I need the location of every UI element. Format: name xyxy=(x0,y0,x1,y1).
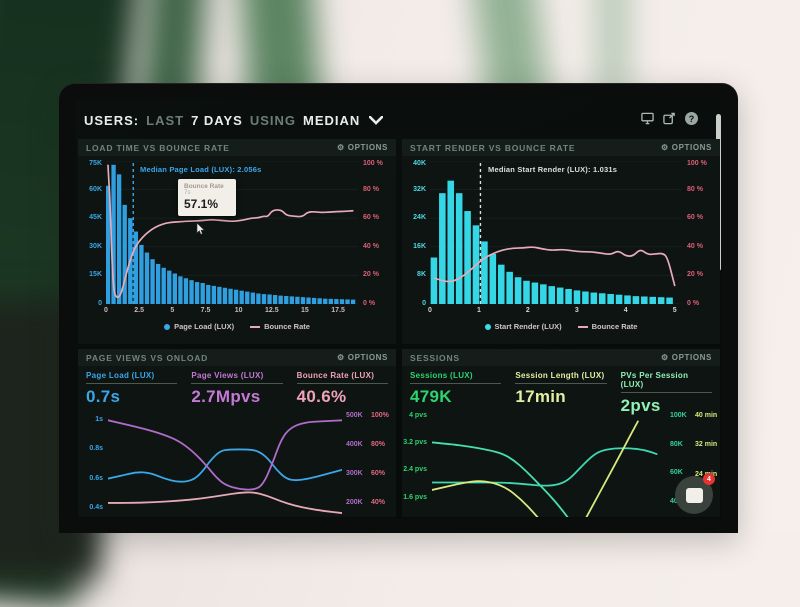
chart-legend: Start Render (LUX) Bounce Rate xyxy=(402,322,720,331)
chat-notification-badge: 4 xyxy=(703,473,715,485)
panel-sessions: SESSIONS ⚙ OPTIONS Sessions (LUX) 479K Se… xyxy=(402,349,720,517)
right-axis-labels: 100 % 80 % 60 % 40 % 20 % 0 % xyxy=(687,160,707,307)
legend-line-icon xyxy=(577,325,588,328)
monitor-icon[interactable] xyxy=(641,112,654,125)
header-using-label: USING xyxy=(249,112,297,128)
dashboard-filter-dropdown[interactable]: USERS: LAST 7 DAYS USING MEDIAN xyxy=(84,109,384,131)
median-page-load-label: Median Page Load (LUX): 2.056s xyxy=(140,165,262,174)
metric-value: 40.6% xyxy=(296,387,347,406)
gear-icon: ⚙ xyxy=(337,352,345,362)
metric-sessions: Sessions (LUX) 479K xyxy=(410,371,502,416)
right-axis-labels: 100 % 80 % 60 % 40 % 20 % 0 % xyxy=(363,160,383,307)
panel-title: PAGE VIEWS VS ONLOAD xyxy=(86,352,209,363)
metric-page-load: Page Load (LUX) 0.7s xyxy=(86,371,178,407)
panel-start-render-vs-bounce-rate: START RENDER VS BOUNCE RATE ⚙ OPTIONS 40K… xyxy=(402,139,720,344)
x-axis-labels: 0 2.5 5 7.5 10 12.5 15 17.5 xyxy=(104,307,345,314)
right-axis-labels-pct: 100% 80% 60% 40% xyxy=(371,411,389,506)
legend-page-load[interactable]: Page Load (LUX) xyxy=(164,322,234,331)
chat-bubble-icon xyxy=(685,487,703,503)
chat-widget-button[interactable]: 4 xyxy=(675,473,715,514)
header-last-label: LAST xyxy=(146,112,185,128)
metric-value: 17min xyxy=(515,387,566,406)
gear-icon: ⚙ xyxy=(337,142,345,152)
share-icon[interactable] xyxy=(663,112,676,125)
legend-dot-icon xyxy=(484,323,491,330)
dashboard-screen: USERS: LAST 7 DAYS USING MEDIAN ? LOAD T… xyxy=(76,99,722,518)
start-render-chart[interactable] xyxy=(430,161,682,304)
metric-bounce-rate: Bounce Rate (LUX) 40.6% xyxy=(296,371,388,407)
metric-session-length: Session Length (LUX) 17min xyxy=(515,371,607,416)
left-axis-labels: 40K 32K 24K 16K 8K 0 xyxy=(413,160,426,307)
median-start-render-label: Median Start Render (LUX): 1.031s xyxy=(488,165,618,174)
options-button[interactable]: ⚙ OPTIONS xyxy=(661,142,712,152)
metric-pvs-per-session: PVs Per Session (LUX) 2pvs xyxy=(620,371,712,416)
options-button[interactable]: ⚙ OPTIONS xyxy=(337,352,388,362)
panel-title: LOAD TIME VS BOUNCE RATE xyxy=(86,142,230,153)
metric-page-views: Page Views (LUX) 2.7Mpvs xyxy=(191,371,283,407)
legend-dot-icon xyxy=(164,323,171,330)
page-views-chart[interactable] xyxy=(108,411,342,517)
left-axis-labels: 75K 60K 45K 30K 15K 0 xyxy=(89,160,102,307)
panel-title: START RENDER VS BOUNCE RATE xyxy=(410,142,576,153)
sessions-chart[interactable] xyxy=(432,411,666,517)
options-button[interactable]: ⚙ OPTIONS xyxy=(337,142,388,152)
metric-value: 2.7Mpvs xyxy=(191,387,261,406)
right-axis-labels-k: 500K 400K 300K 200K xyxy=(346,411,363,507)
header-days-label: 7 DAYS xyxy=(191,112,243,128)
panel-page-views-vs-onload: PAGE VIEWS VS ONLOAD ⚙ OPTIONS Page Load … xyxy=(78,349,396,517)
chart-legend: Page Load (LUX) Bounce Rate xyxy=(78,322,396,331)
mouse-cursor-icon xyxy=(196,223,205,235)
gear-icon: ⚙ xyxy=(661,142,669,152)
laptop-bezel: USERS: LAST 7 DAYS USING MEDIAN ? LOAD T… xyxy=(59,83,738,533)
chevron-down-icon[interactable] xyxy=(369,115,384,125)
help-icon[interactable]: ? xyxy=(685,112,698,125)
metric-value: 479K xyxy=(410,387,452,406)
options-button[interactable]: ⚙ OPTIONS xyxy=(661,352,712,362)
metric-value: 0.7s xyxy=(86,387,121,406)
gear-icon: ⚙ xyxy=(661,352,669,362)
panel-load-time-vs-bounce-rate: LOAD TIME VS BOUNCE RATE ⚙ OPTIONS 75K 60K… xyxy=(78,139,396,344)
metric-value: 2pvs xyxy=(620,396,661,415)
bounce-rate-tooltip: Bounce Rate 7s 57.1% xyxy=(178,179,236,216)
left-axis-labels: 1s 0.8s 0.6s 0.4s xyxy=(89,416,103,511)
legend-bounce-rate[interactable]: Bounce Rate xyxy=(250,322,310,331)
left-axis-labels: 4 pvs 3.2 pvs 2.4 pvs 1.6 pvs xyxy=(403,411,427,501)
panel-title: SESSIONS xyxy=(410,352,460,363)
header-users-label: USERS: xyxy=(84,112,140,128)
legend-line-icon xyxy=(250,325,261,328)
legend-start-render[interactable]: Start Render (LUX) xyxy=(484,322,562,331)
header-median-label: MEDIAN xyxy=(303,112,361,128)
legend-bounce-rate[interactable]: Bounce Rate xyxy=(577,322,637,331)
